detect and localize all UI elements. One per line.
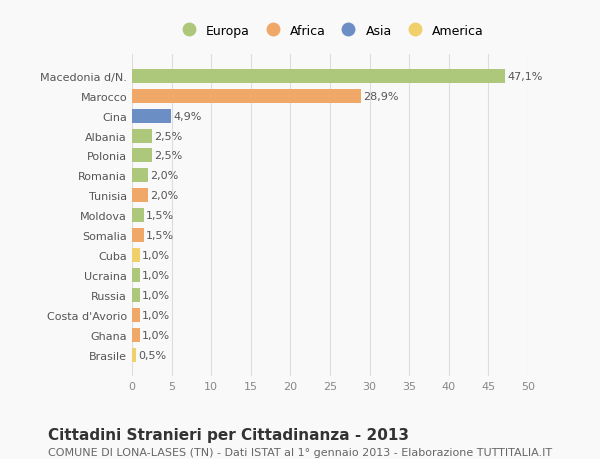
Text: 4,9%: 4,9%: [173, 112, 202, 121]
Text: COMUNE DI LONA-LASES (TN) - Dati ISTAT al 1° gennaio 2013 - Elaborazione TUTTITA: COMUNE DI LONA-LASES (TN) - Dati ISTAT a…: [48, 448, 552, 458]
Text: 1,0%: 1,0%: [142, 330, 170, 340]
Bar: [132, 269, 140, 282]
Bar: [132, 308, 140, 322]
Text: Cittadini Stranieri per Cittadinanza - 2013: Cittadini Stranieri per Cittadinanza - 2…: [48, 427, 409, 442]
Bar: [132, 209, 144, 223]
Bar: [132, 169, 148, 183]
Bar: [132, 90, 361, 103]
Text: 47,1%: 47,1%: [508, 72, 543, 82]
Text: 1,0%: 1,0%: [142, 251, 170, 260]
Bar: [132, 189, 148, 203]
Text: 2,0%: 2,0%: [150, 171, 178, 181]
Bar: [132, 348, 136, 362]
Text: 0,5%: 0,5%: [139, 350, 166, 360]
Text: 28,9%: 28,9%: [363, 91, 399, 101]
Text: 1,0%: 1,0%: [142, 290, 170, 300]
Bar: [132, 70, 505, 84]
Text: 2,5%: 2,5%: [154, 131, 182, 141]
Bar: [132, 149, 152, 163]
Legend: Europa, Africa, Asia, America: Europa, Africa, Asia, America: [171, 20, 489, 43]
Bar: [132, 288, 140, 302]
Bar: [132, 248, 140, 263]
Bar: [132, 109, 171, 123]
Text: 2,0%: 2,0%: [150, 191, 178, 201]
Text: 2,5%: 2,5%: [154, 151, 182, 161]
Bar: [132, 328, 140, 342]
Text: 1,0%: 1,0%: [142, 270, 170, 280]
Text: 1,5%: 1,5%: [146, 230, 175, 241]
Text: 1,5%: 1,5%: [146, 211, 175, 221]
Bar: [132, 229, 144, 242]
Bar: [132, 129, 152, 143]
Text: 1,0%: 1,0%: [142, 310, 170, 320]
